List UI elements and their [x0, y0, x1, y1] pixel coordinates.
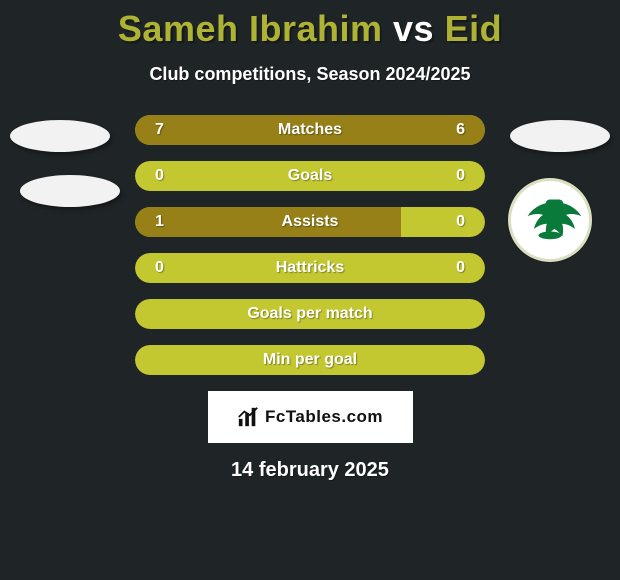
stat-row: Min per goal: [135, 345, 485, 375]
stat-label: Hattricks: [135, 259, 485, 277]
stat-value-right: 0: [456, 167, 465, 185]
stat-label: Matches: [135, 121, 485, 139]
chart-icon: [237, 406, 259, 428]
brand-text: FcTables.com: [265, 407, 383, 427]
subtitle: Club competitions, Season 2024/2025: [0, 64, 620, 85]
stat-label: Assists: [135, 213, 485, 231]
stat-value-left: 7: [155, 121, 164, 139]
stat-row: Goals0 0: [135, 161, 485, 191]
page-title: Sameh Ibrahim vs Eid: [0, 0, 620, 50]
player-left-avatar-placeholder: [10, 120, 110, 152]
stat-row: Goals per match: [135, 299, 485, 329]
player-right-avatar-placeholder: [510, 120, 610, 152]
stat-label: Min per goal: [135, 351, 485, 369]
eagle-icon: [518, 188, 582, 252]
stat-label: Goals per match: [135, 305, 485, 323]
stat-value-left: 1: [155, 213, 164, 231]
stat-label: Goals: [135, 167, 485, 185]
stat-value-right: 6: [456, 121, 465, 139]
stat-row: Assists1 0: [135, 207, 485, 237]
brand-badge: FcTables.com: [208, 391, 413, 443]
stat-row: Hattricks0 0: [135, 253, 485, 283]
player-right-club-badge: [508, 178, 592, 262]
player-right-name: Eid: [445, 8, 503, 49]
stat-value-left: 0: [155, 167, 164, 185]
stat-value-left: 0: [155, 259, 164, 277]
date-label: 14 february 2025: [0, 459, 620, 482]
stat-row: Matches7 6: [135, 115, 485, 145]
player-left-club-placeholder: [20, 175, 120, 207]
stat-value-right: 0: [456, 213, 465, 231]
player-left-name: Sameh Ibrahim: [118, 8, 383, 49]
vs-separator: vs: [393, 8, 434, 49]
comparison-card: Sameh Ibrahim vs Eid Club competitions, …: [0, 0, 620, 580]
stat-value-right: 0: [456, 259, 465, 277]
